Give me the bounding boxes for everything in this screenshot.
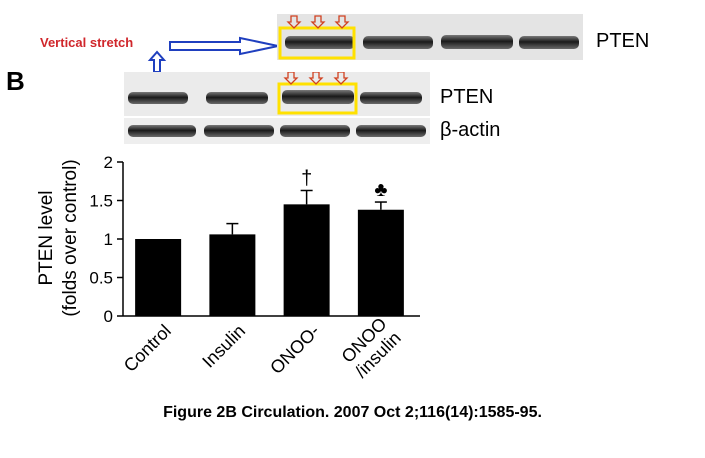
- bar-control: [135, 239, 182, 316]
- x-tick-label: Insulin: [198, 321, 249, 372]
- down-arrow-icons: [286, 15, 350, 29]
- top-pten-blot: [277, 14, 583, 60]
- pten-blot: [124, 72, 430, 116]
- down-arrow-icon: [286, 15, 302, 29]
- blot-band: [204, 125, 274, 137]
- y-tick-label: 0.5: [89, 269, 113, 288]
- down-arrow-icon: [310, 15, 326, 29]
- down-arrow-icon: [283, 72, 299, 85]
- y-tick-label: 0: [104, 307, 113, 326]
- y-axis-label: (folds over control): [60, 159, 81, 316]
- blot-band: [356, 125, 426, 137]
- bar-insulin: [209, 234, 256, 316]
- annotation-arrows: [147, 36, 279, 73]
- blot-band: [363, 36, 433, 49]
- y-tick-label: 1: [104, 230, 113, 249]
- blot-band: [441, 35, 513, 49]
- panel-label: B: [6, 66, 25, 96]
- bar-onoo-insulin: [357, 209, 404, 316]
- down-arrow-icon: [333, 72, 349, 85]
- blot-band: [128, 92, 188, 104]
- bar-onoo-: [283, 204, 330, 316]
- pten-blot-label: PTEN: [440, 86, 494, 108]
- y-tick-label: 1.5: [89, 192, 113, 211]
- pten-bar-chart: 0 0.5 1 1.5 2 PTEN level (folds over control) C…: [36, 153, 420, 382]
- blot-band: [360, 92, 422, 104]
- down-arrow-icon: [308, 72, 324, 85]
- y-tick-label: 2: [104, 153, 113, 172]
- blot-band: [128, 125, 196, 137]
- right-arrow-icon: [169, 36, 279, 56]
- significance-marker: ♣: [374, 179, 387, 201]
- vertical-stretch-annotation: Vertical stretch: [40, 35, 134, 50]
- top-blot-label: PTEN: [596, 30, 650, 52]
- significance-marker: †: [301, 167, 312, 189]
- y-axis-label: PTEN level: [36, 190, 57, 285]
- blot-band: [285, 36, 355, 49]
- x-tick-label: Control: [120, 321, 175, 376]
- blot-band: [282, 90, 354, 104]
- highlight-box: [278, 26, 356, 60]
- actin-blot: [124, 118, 430, 144]
- down-arrow-icons: [283, 72, 349, 85]
- blot-band: [280, 125, 350, 137]
- x-tick-label: ONOO/insulin: [337, 314, 405, 382]
- highlight-box: [277, 82, 358, 115]
- blot-band: [519, 36, 579, 49]
- blot-band: [206, 92, 268, 104]
- actin-blot-label: β-actin: [440, 119, 501, 141]
- x-tick-label: ONOO-: [266, 321, 323, 378]
- figure-caption: Figure 2B Circulation. 2007 Oct 2;116(14…: [163, 404, 542, 421]
- down-arrow-icon: [334, 15, 350, 29]
- up-arrow-icon: [147, 50, 167, 73]
